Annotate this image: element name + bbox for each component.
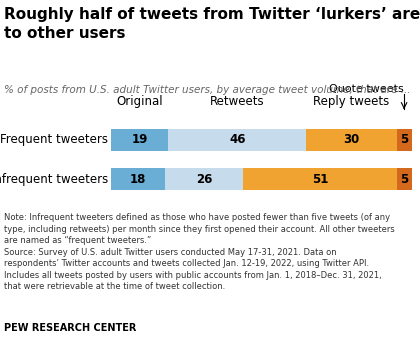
Text: 5: 5 <box>400 133 408 146</box>
Text: Reply tweets: Reply tweets <box>313 95 390 108</box>
Text: % of posts from U.S. adult Twitter users, by average tweet volume, that are ...: % of posts from U.S. adult Twitter users… <box>4 85 411 95</box>
Bar <box>111 129 168 151</box>
Text: Retweets: Retweets <box>210 95 265 108</box>
Text: Roughly half of tweets from Twitter ‘lurkers’ are replies
to other users: Roughly half of tweets from Twitter ‘lur… <box>4 7 420 41</box>
Text: 18: 18 <box>130 173 147 186</box>
Text: Quote tweets: Quote tweets <box>329 84 404 93</box>
Text: 30: 30 <box>344 133 360 146</box>
Bar <box>396 169 412 190</box>
Bar <box>244 169 396 190</box>
Bar <box>111 169 165 190</box>
Text: 46: 46 <box>229 133 246 146</box>
Text: Note: Infrequent tweeters defined as those who have posted fewer than five tweet: Note: Infrequent tweeters defined as tho… <box>4 213 395 291</box>
Bar <box>396 129 412 151</box>
Text: PEW RESEARCH CENTER: PEW RESEARCH CENTER <box>4 323 136 333</box>
Text: Original: Original <box>116 95 163 108</box>
Text: 5: 5 <box>400 173 408 186</box>
Text: 51: 51 <box>312 173 328 186</box>
Text: 26: 26 <box>196 173 213 186</box>
Text: Infrequent tweeters: Infrequent tweeters <box>0 173 108 186</box>
Bar <box>165 169 244 190</box>
Text: 19: 19 <box>131 133 148 146</box>
Bar <box>168 129 307 151</box>
Bar <box>307 129 396 151</box>
Text: Frequent tweeters: Frequent tweeters <box>0 133 108 146</box>
